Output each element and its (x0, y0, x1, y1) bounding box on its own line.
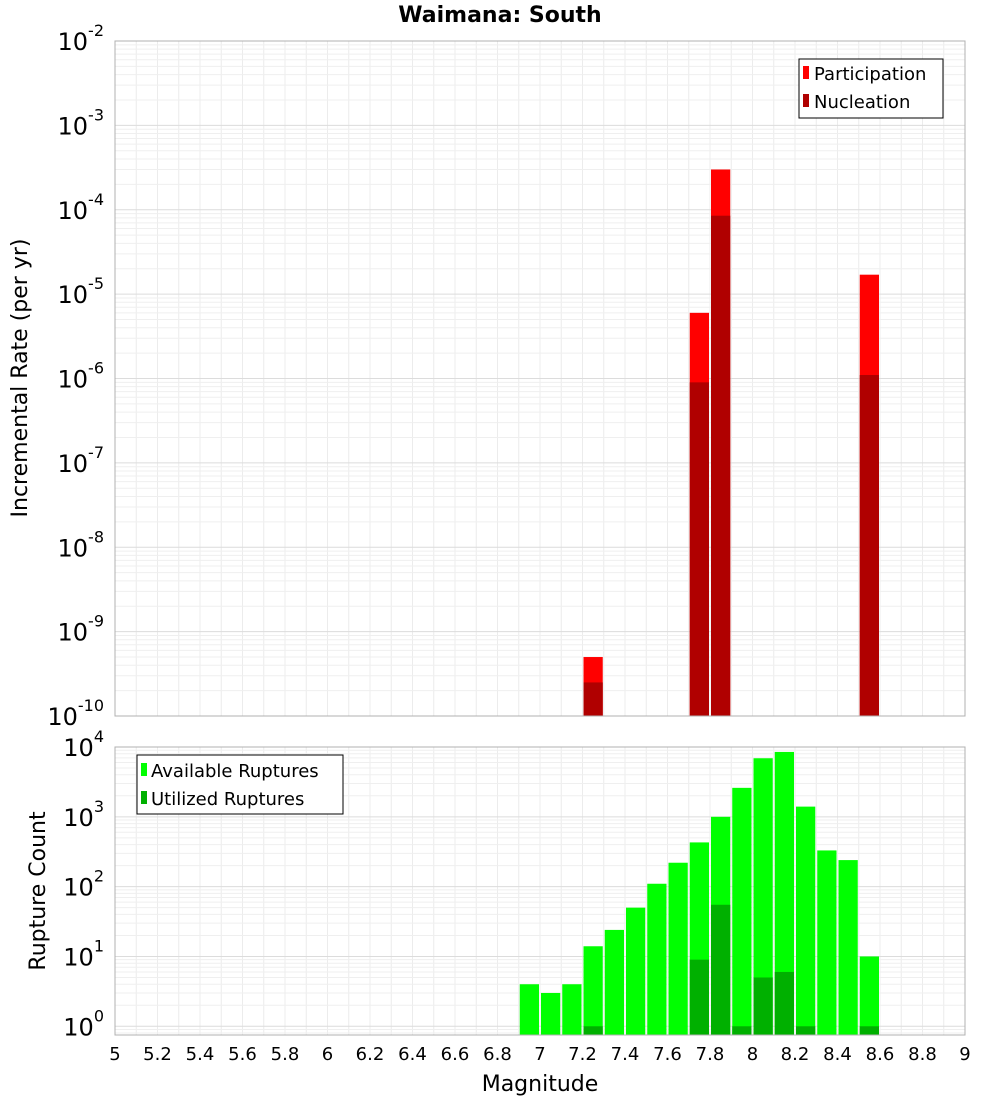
rate-y-ticks: 10-2 10-3 10-4 10-5 10-6 10-7 10-8 10-9 10-10 (47, 21, 104, 731)
rate-y-tick-label: 10-7 (58, 443, 105, 478)
participation-legend-swatch (803, 66, 809, 79)
count-secondary-bar (732, 1026, 752, 1035)
rate-grid (114, 40, 966, 717)
count-primary-bar (583, 946, 603, 1035)
count-legend: Available Ruptures Utilized Ruptures (136, 754, 344, 815)
chart-title: Waimana: South (398, 3, 601, 28)
rate-y-axis-label: Incremental Rate (per yr) (8, 239, 33, 518)
count-secondary-bar (583, 1026, 603, 1035)
x-tick-label: 8.8 (908, 1044, 937, 1065)
rate-y-tick-label: 10-9 (58, 612, 105, 647)
count-primary-bar (541, 992, 561, 1035)
rate-panel: 10-2 10-3 10-4 10-5 10-6 10-7 10-8 10-9 10-10 In… (8, 21, 966, 731)
x-tick-label: 8.4 (823, 1044, 852, 1065)
count-primary-bar (753, 758, 773, 1035)
participation-legend-label: Participation (814, 64, 926, 85)
count-y-axis-label: Rupture Count (26, 811, 51, 971)
x-tick-label: 6 (322, 1044, 333, 1065)
x-tick-label: 8 (747, 1044, 758, 1065)
count-panel: 104 103 102 101 100 Rupture Count Available … (26, 727, 966, 1041)
x-tick-label: 5 (109, 1044, 120, 1065)
rate-y-tick-label: 10-8 (58, 527, 105, 562)
count-secondary-bar (689, 959, 709, 1035)
x-tick-label: 6.6 (441, 1044, 470, 1065)
x-tick-label: 8.6 (866, 1044, 895, 1065)
x-tick-label: 8.2 (781, 1044, 810, 1065)
utilized-legend-label: Utilized Ruptures (151, 789, 304, 810)
count-primary-bar (562, 984, 582, 1035)
count-secondary-bar (711, 904, 731, 1035)
count-y-tick-label: 100 (63, 1006, 104, 1041)
count-primary-bar (519, 984, 539, 1035)
x-tick-label: 7.4 (611, 1044, 640, 1065)
rate-y-tick-label: 10-2 (58, 21, 105, 56)
count-primary-bar (859, 956, 879, 1035)
rate-y-tick-label: 10-3 (58, 105, 105, 140)
count-y-tick-label: 104 (63, 727, 104, 762)
count-primary-bar (732, 787, 752, 1035)
count-y-tick-label: 102 (63, 867, 104, 902)
x-tick-label: 5.2 (143, 1044, 172, 1065)
rate-plot-frame (114, 40, 966, 717)
x-tick-label: 6.4 (398, 1044, 427, 1065)
count-plot-frame (114, 746, 966, 1036)
count-secondary-bar (796, 1026, 816, 1035)
count-primary-bar (647, 883, 667, 1035)
count-secondary-bar (774, 971, 794, 1035)
x-tick-label: 7.8 (696, 1044, 725, 1065)
rate-legend-box (798, 58, 944, 119)
count-primary-bar (774, 751, 794, 1035)
available-legend-swatch (141, 763, 147, 776)
rate-bars (583, 169, 879, 717)
x-axis-ticks: 5 5.2 5.4 5.6 5.8 6 6.2 6.4 6.6 6.8 7 7.2 7.4 7.6 7.8 8… (109, 1044, 970, 1065)
count-primary-bar (604, 929, 624, 1035)
rate-y-tick-label: 10-5 (58, 274, 105, 309)
rate-secondary-bar (583, 682, 603, 716)
x-tick-label: 7.2 (568, 1044, 597, 1065)
rate-y-tick-label: 10-6 (58, 359, 105, 394)
x-tick-label: 6.2 (356, 1044, 385, 1065)
count-y-tick-label: 103 (63, 797, 104, 832)
nucleation-legend-swatch (803, 94, 809, 107)
count-y-ticks: 104 103 102 101 100 (63, 727, 104, 1041)
count-primary-bar (626, 907, 646, 1035)
count-primary-bar (838, 860, 858, 1035)
count-legend-box (136, 754, 344, 815)
x-tick-label: 5.8 (271, 1044, 300, 1065)
rate-secondary-bar (689, 382, 709, 716)
nucleation-legend-label: Nucleation (814, 92, 910, 113)
x-axis-label: Magnitude (482, 1072, 599, 1097)
rate-y-tick-label: 10-4 (58, 190, 105, 225)
rate-legend: Participation Nucleation (798, 58, 944, 119)
count-y-tick-label: 101 (63, 936, 104, 971)
x-tick-label: 7.6 (653, 1044, 682, 1065)
available-legend-label: Available Ruptures (151, 761, 319, 782)
rate-secondary-bar (711, 215, 731, 717)
x-tick-label: 5.4 (186, 1044, 215, 1065)
count-secondary-bar (753, 977, 773, 1035)
x-tick-label: 5.6 (228, 1044, 257, 1065)
utilized-legend-swatch (141, 791, 147, 804)
x-tick-label: 7 (534, 1044, 545, 1065)
count-bars (519, 751, 879, 1035)
count-primary-bar (817, 850, 837, 1035)
count-primary-bar (668, 862, 688, 1035)
x-tick-label: 9 (959, 1044, 970, 1065)
count-primary-bar (796, 806, 816, 1035)
x-tick-label: 6.8 (483, 1044, 512, 1065)
rate-secondary-bar (859, 375, 879, 716)
count-secondary-bar (859, 1026, 879, 1035)
rate-y-tick-label: 10-10 (47, 696, 104, 731)
